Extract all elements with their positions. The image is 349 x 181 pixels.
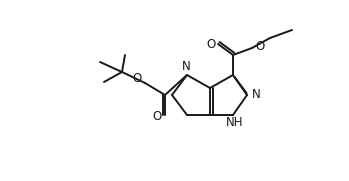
Text: O: O xyxy=(255,41,265,54)
Text: O: O xyxy=(153,110,162,123)
Text: O: O xyxy=(206,37,216,50)
Text: N: N xyxy=(181,60,190,73)
Text: N: N xyxy=(252,87,260,100)
Text: O: O xyxy=(132,73,142,85)
Text: NH: NH xyxy=(226,117,244,129)
